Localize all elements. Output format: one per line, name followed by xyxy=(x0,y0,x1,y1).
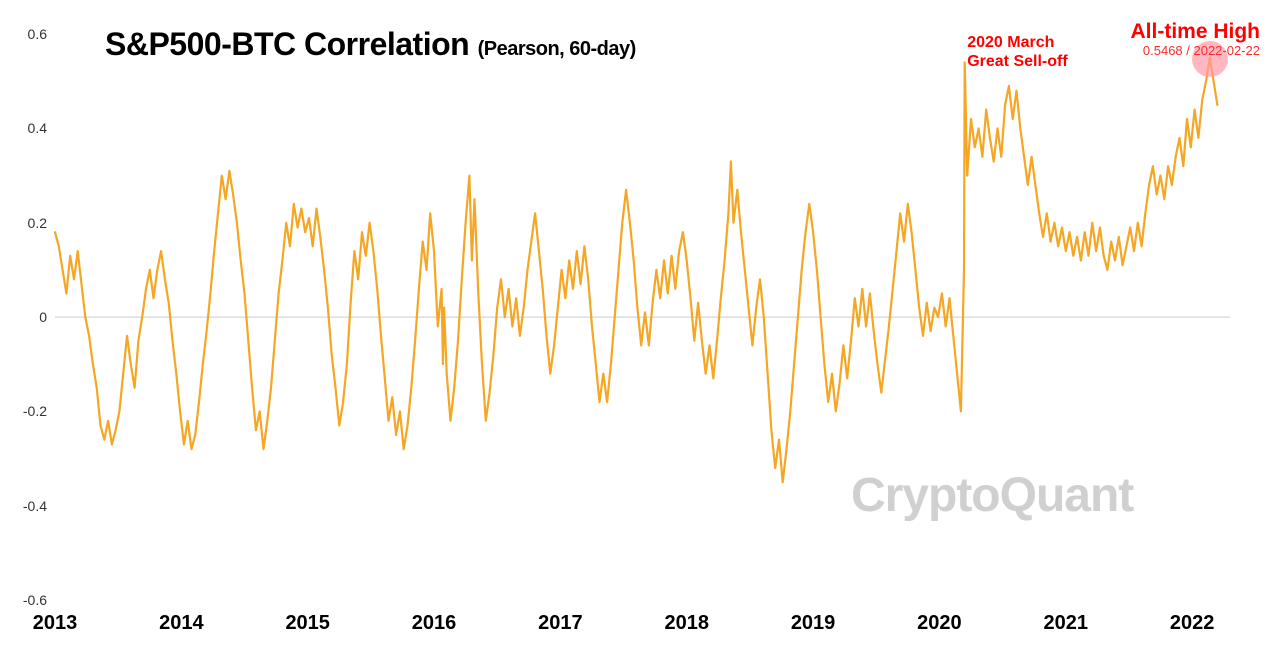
x-tick-label: 2018 xyxy=(664,612,709,635)
chart-title: S&P500-BTC Correlation (Pearson, 60-day) xyxy=(105,26,636,63)
x-tick-label: 2019 xyxy=(791,612,836,635)
x-tick-label: 2016 xyxy=(412,612,457,635)
annotation-march-line2: Great Sell-off xyxy=(967,53,1067,70)
x-tick-label: 2014 xyxy=(159,612,204,635)
y-tick-label: -0.4 xyxy=(11,498,47,514)
chart-title-main: S&P500-BTC Correlation xyxy=(105,26,469,62)
annotation-ath-detail: 0.5468 / 2022-02-22 xyxy=(1131,44,1261,59)
chart-svg xyxy=(0,0,1280,660)
x-tick-label: 2017 xyxy=(538,612,583,635)
x-tick-label: 2013 xyxy=(33,612,78,635)
correlation-chart: S&P500-BTC Correlation (Pearson, 60-day)… xyxy=(0,0,1280,660)
y-tick-label: 0 xyxy=(11,309,47,325)
y-tick-label: 0.4 xyxy=(11,120,47,136)
annotation-ath-title: All-time High xyxy=(1131,20,1261,43)
y-tick-label: 0.2 xyxy=(11,215,47,231)
annotation-march-2020: 2020 March Great Sell-off xyxy=(967,34,1067,71)
y-tick-label: 0.6 xyxy=(11,26,47,42)
annotation-all-time-high: All-time High 0.5468 / 2022-02-22 xyxy=(1131,20,1261,59)
x-tick-label: 2022 xyxy=(1170,612,1215,635)
x-tick-label: 2015 xyxy=(285,612,330,635)
x-tick-label: 2021 xyxy=(1044,612,1089,635)
annotation-march-line1: 2020 March xyxy=(967,34,1054,51)
y-tick-label: -0.6 xyxy=(11,592,47,608)
y-tick-label: -0.2 xyxy=(11,403,47,419)
chart-title-sub: (Pearson, 60-day) xyxy=(478,38,636,60)
x-tick-label: 2020 xyxy=(917,612,962,635)
watermark-text: CryptoQuant xyxy=(851,468,1133,523)
